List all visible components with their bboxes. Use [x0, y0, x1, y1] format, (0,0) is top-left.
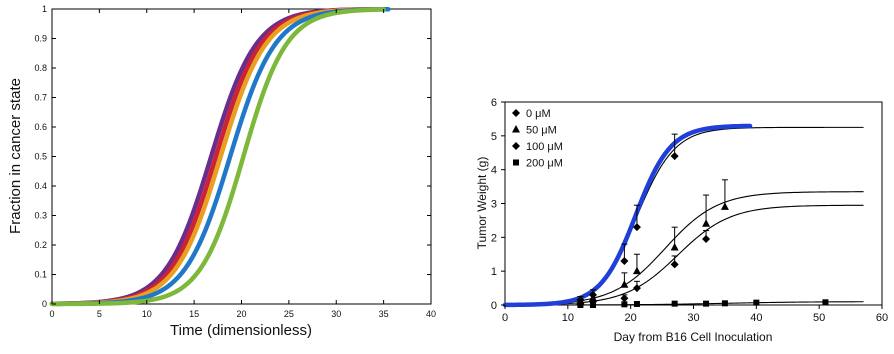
left-y-tick-label: 0.9	[34, 34, 47, 44]
left-x-tick-label: 25	[284, 309, 294, 319]
left-y-tick-label: 0.2	[34, 240, 47, 250]
right-legend-label-0: 0 μM	[526, 108, 551, 120]
right-point-series-0	[620, 257, 629, 266]
right-x-tick-label: 50	[813, 312, 825, 324]
right-point-series-3	[577, 302, 584, 308]
right-point-series-2	[670, 260, 679, 269]
left-y-tick-label: 0.4	[34, 181, 47, 191]
left-y-tick-label: 0.1	[34, 270, 47, 280]
left-x-tick-label: 35	[379, 309, 389, 319]
right-point-series-1	[620, 280, 629, 288]
right-legend-marker-3	[513, 159, 519, 166]
right-fit-curve-4	[502, 123, 753, 308]
right-point-series-1	[720, 202, 729, 210]
right-point-series-3	[703, 300, 710, 307]
right-point-series-2	[620, 294, 629, 303]
right-point-series-3	[621, 301, 628, 308]
right-point-series-1	[670, 242, 679, 251]
right-x-tick-label: 10	[562, 312, 574, 324]
right-x-tick-label: 30	[687, 312, 699, 324]
right-points-group	[576, 133, 829, 308]
left-y-tick-label: 0.6	[34, 122, 47, 132]
left-x-ticks: 0 5 10 15 20 25 30 35 40	[49, 9, 436, 319]
right-point-series-2	[702, 235, 711, 244]
right-y-tick-label: 4	[491, 165, 497, 177]
right-y-tick-label: 1	[491, 266, 497, 278]
right-legend: 0 μM 50 μM 100 μM 200 μM	[512, 108, 563, 170]
right-legend-marker-1	[512, 125, 520, 133]
right-legend-marker-0	[512, 109, 520, 117]
left-x-tick-label: 20	[236, 309, 246, 319]
right-legend-label-3: 200 μM	[526, 158, 563, 170]
left-y-tick-label: 0.5	[34, 152, 47, 162]
right-chart: 0 10 20 30 40 50 60 0 1 2 3 4 5 6 0 μM 50 μM 100 μM 200…	[475, 97, 888, 344]
left-y-axis-label: Fraction in cancer state	[7, 78, 24, 234]
right-point-series-3	[753, 299, 760, 306]
right-y-tick-label: 5	[491, 131, 497, 143]
left-series-line-4	[49, 7, 386, 307]
right-point-series-3	[633, 300, 640, 307]
right-y-tick-label: 2	[491, 232, 497, 244]
right-point-series-1	[588, 293, 597, 302]
left-y-tick-label: 1	[42, 4, 47, 14]
right-point-series-2	[632, 284, 641, 293]
left-x-tick-label: 5	[97, 309, 102, 319]
right-y-tick-label: 0	[491, 300, 497, 312]
right-y-axis-label: Tumor Weight (g)	[475, 157, 489, 250]
right-fit-curves-group	[502, 123, 864, 308]
left-y-tick-label: 0	[42, 299, 47, 309]
right-legend-label-1: 50 μM	[526, 125, 557, 137]
left-y-ticks: 0 0.1 0.2 0.3 0.4 0.5 0.6 0.7 0.8 0.9 1	[34, 4, 431, 309]
right-legend-marker-2	[512, 142, 520, 150]
left-x-axis-label: Time (dimensionless)	[170, 322, 312, 339]
right-x-ticks: 0 10 20 30 40 50 60	[502, 305, 888, 324]
right-x-tick-label: 40	[750, 312, 762, 324]
right-legend-label-2: 100 μM	[526, 141, 563, 153]
left-x-tick-label: 15	[189, 309, 199, 319]
left-y-tick-label: 0.7	[34, 93, 47, 103]
right-point-series-3	[721, 300, 728, 307]
right-x-axis-label: Day from B16 Cell Inoculation	[614, 330, 773, 344]
right-y-ticks: 0 1 2 3 4 5 6	[491, 97, 505, 312]
right-point-series-3	[822, 299, 829, 306]
left-chart: 0 5 10 15 20 25 30 35 40 00.10.20.30.40.50.60.70…	[7, 4, 436, 339]
right-x-tick-label: 0	[502, 312, 508, 324]
right-fit-curve-3	[504, 301, 864, 306]
right-x-tick-label: 60	[876, 312, 888, 324]
right-y-tick-label: 3	[491, 199, 497, 211]
right-y-tick-label: 6	[491, 97, 497, 109]
right-point-series-3	[589, 302, 596, 308]
left-x-tick-label: 10	[142, 309, 152, 319]
left-series-group	[49, 6, 391, 307]
right-point-series-3	[671, 300, 678, 307]
left-x-tick-label: 30	[331, 309, 341, 319]
left-y-tick-label: 0.8	[34, 63, 47, 73]
left-y-tick-label: 0.3	[34, 211, 47, 221]
right-point-series-0	[632, 223, 641, 232]
left-x-tick-label: 0	[49, 309, 54, 319]
left-x-tick-label: 40	[426, 309, 436, 319]
right-point-series-1	[702, 219, 711, 227]
right-x-tick-label: 20	[625, 312, 637, 324]
right-point-series-1	[632, 266, 641, 275]
right-point-series-0	[670, 152, 679, 161]
